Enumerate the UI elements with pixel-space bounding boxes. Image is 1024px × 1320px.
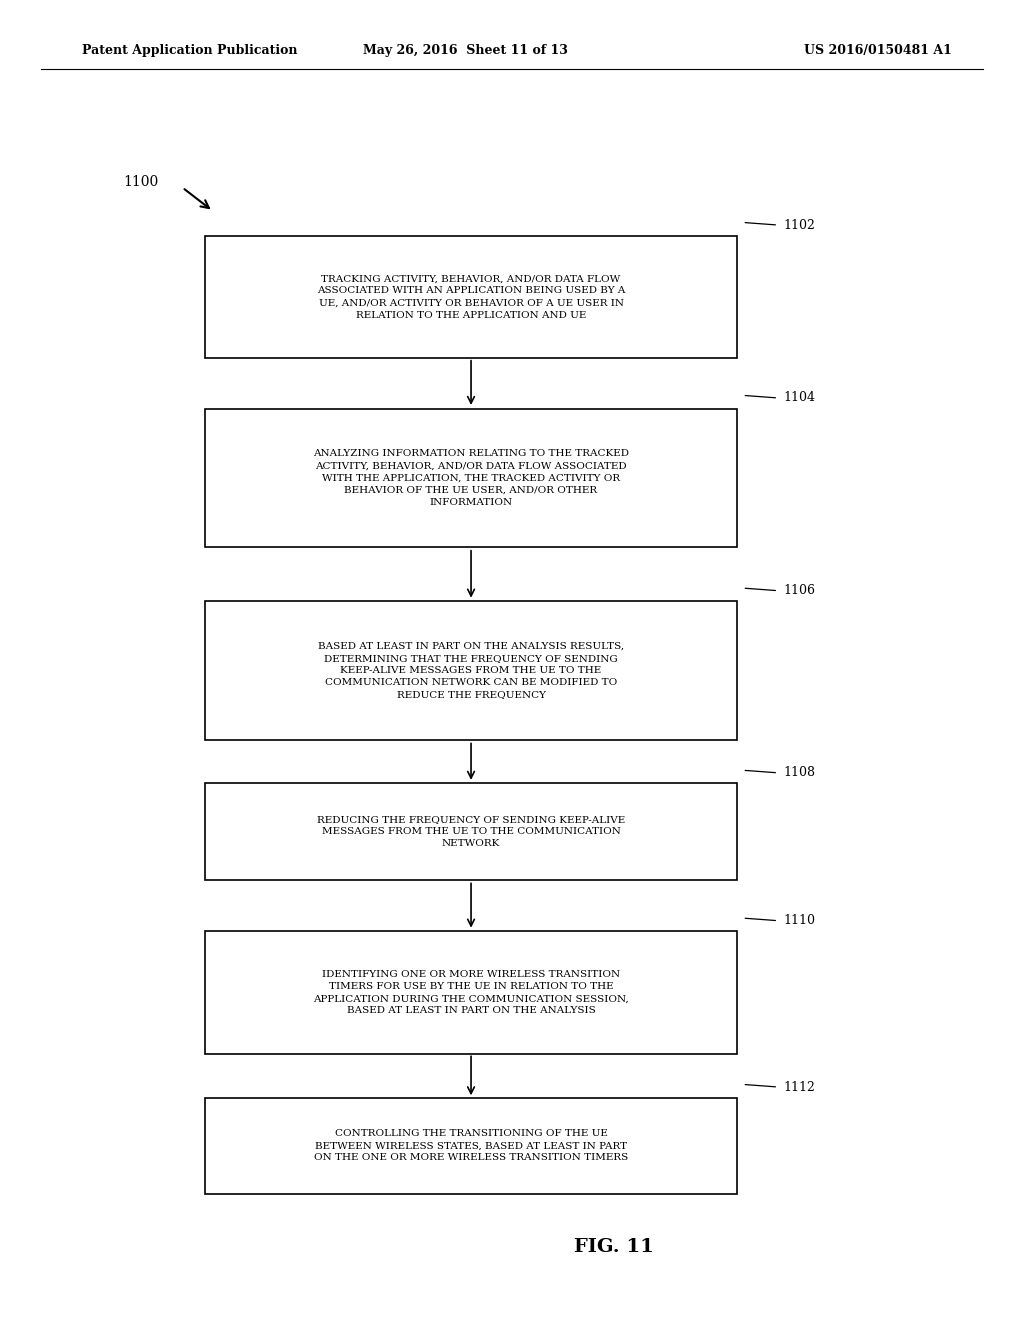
FancyBboxPatch shape bbox=[205, 235, 737, 358]
Text: 1100: 1100 bbox=[124, 176, 159, 189]
Text: 1102: 1102 bbox=[783, 219, 815, 231]
FancyBboxPatch shape bbox=[205, 783, 737, 879]
FancyBboxPatch shape bbox=[205, 1098, 737, 1193]
Text: REDUCING THE FREQUENCY OF SENDING KEEP-ALIVE
MESSAGES FROM THE UE TO THE COMMUNI: REDUCING THE FREQUENCY OF SENDING KEEP-A… bbox=[316, 814, 626, 849]
Text: IDENTIFYING ONE OR MORE WIRELESS TRANSITION
TIMERS FOR USE BY THE UE IN RELATION: IDENTIFYING ONE OR MORE WIRELESS TRANSIT… bbox=[313, 970, 629, 1015]
Text: 1110: 1110 bbox=[783, 915, 815, 927]
Text: Patent Application Publication: Patent Application Publication bbox=[82, 44, 297, 57]
Text: May 26, 2016  Sheet 11 of 13: May 26, 2016 Sheet 11 of 13 bbox=[364, 44, 568, 57]
Text: CONTROLLING THE TRANSITIONING OF THE UE
BETWEEN WIRELESS STATES, BASED AT LEAST : CONTROLLING THE TRANSITIONING OF THE UE … bbox=[314, 1129, 628, 1163]
Text: 1106: 1106 bbox=[783, 585, 815, 597]
Text: TRACKING ACTIVITY, BEHAVIOR, AND/OR DATA FLOW
ASSOCIATED WITH AN APPLICATION BEI: TRACKING ACTIVITY, BEHAVIOR, AND/OR DATA… bbox=[316, 275, 626, 319]
Text: ANALYZING INFORMATION RELATING TO THE TRACKED
ACTIVITY, BEHAVIOR, AND/OR DATA FL: ANALYZING INFORMATION RELATING TO THE TR… bbox=[313, 449, 629, 507]
Text: 1108: 1108 bbox=[783, 767, 815, 779]
Text: US 2016/0150481 A1: US 2016/0150481 A1 bbox=[805, 44, 952, 57]
FancyBboxPatch shape bbox=[205, 932, 737, 1053]
Text: FIG. 11: FIG. 11 bbox=[574, 1238, 654, 1257]
FancyBboxPatch shape bbox=[205, 602, 737, 739]
Text: 1112: 1112 bbox=[783, 1081, 815, 1093]
Text: 1104: 1104 bbox=[783, 392, 815, 404]
Text: BASED AT LEAST IN PART ON THE ANALYSIS RESULTS,
DETERMINING THAT THE FREQUENCY O: BASED AT LEAST IN PART ON THE ANALYSIS R… bbox=[318, 642, 624, 700]
FancyBboxPatch shape bbox=[205, 409, 737, 546]
